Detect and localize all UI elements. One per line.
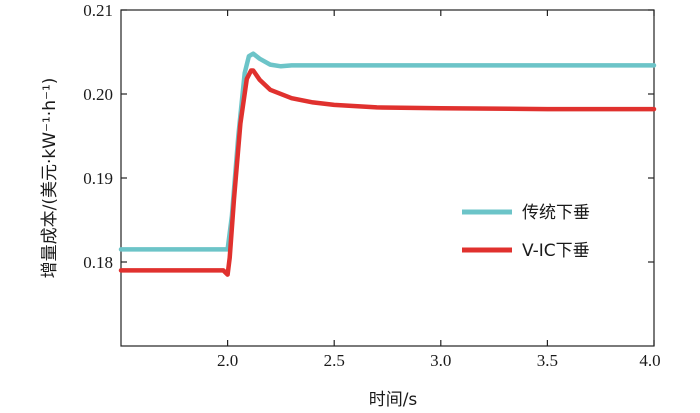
series-line-vic — [118, 68, 657, 277]
x-tick-label: 4.0 — [639, 351, 660, 370]
x-tick-label: 3.5 — [537, 351, 558, 370]
y-axis-title: 增量成本/(美元·kW⁻¹·h⁻¹) — [40, 78, 60, 279]
x-tick-label: 3.0 — [430, 351, 451, 370]
y-tick-label: 0.20 — [83, 85, 113, 104]
legend-label-vic: V-IC下垂 — [522, 241, 590, 261]
legend: 传统下垂 V-IC下垂 — [462, 203, 590, 261]
x-tick-label: 2.0 — [217, 351, 238, 370]
x-tick-label: 2.5 — [324, 351, 345, 370]
axis-ticks: 2.0 2.5 3.0 3.5 4.0 0.18 0.19 0.20 0.21 — [83, 1, 660, 370]
y-tick-label: 0.18 — [83, 253, 113, 272]
y-tick-label: 0.19 — [83, 169, 113, 188]
series-lines — [118, 51, 657, 277]
legend-label-traditional: 传统下垂 — [522, 203, 590, 223]
x-axis-title: 时间/s — [369, 390, 418, 410]
plot-frame — [120, 9, 655, 347]
y-tick-label: 0.21 — [83, 1, 113, 20]
